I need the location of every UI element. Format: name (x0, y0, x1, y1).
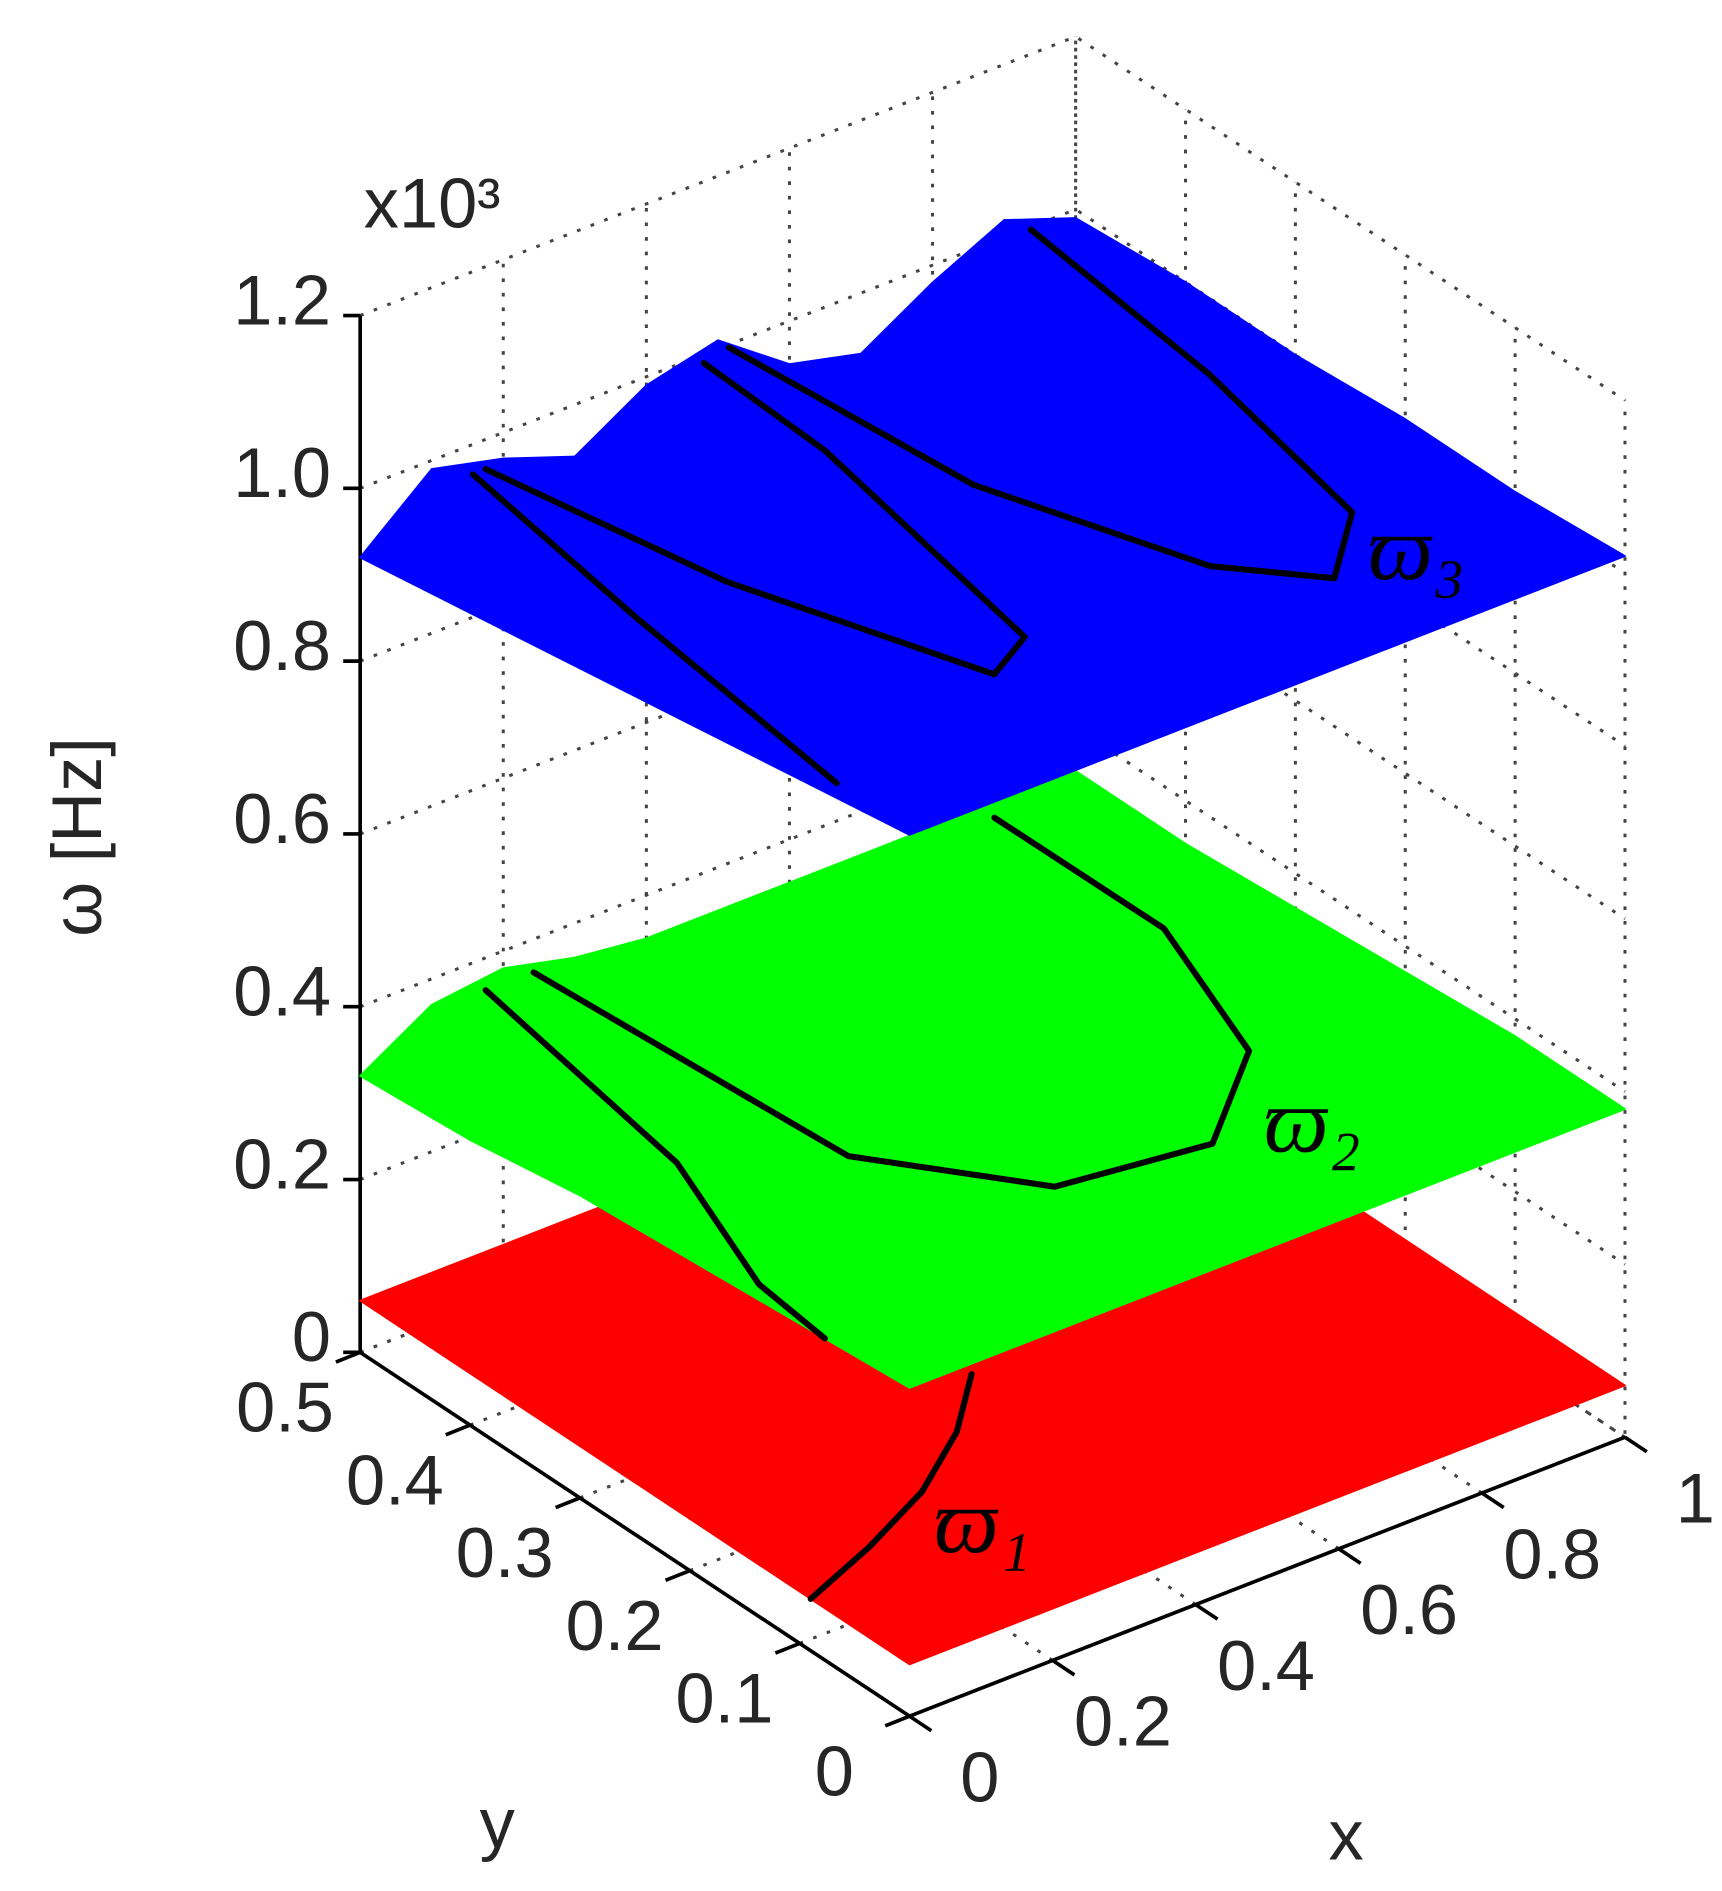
x-tick (1194, 1603, 1219, 1621)
y-axis-label: y (480, 1784, 516, 1863)
x-tick (1337, 1547, 1362, 1565)
contour-line (725, 226, 1356, 582)
x-axis-line (908, 1435, 1626, 1718)
x-tick-label: 0.8 (1503, 1514, 1601, 1593)
y-tick (335, 1350, 361, 1364)
contour-line (807, 1371, 975, 1602)
y-tick (884, 1714, 911, 1728)
y-tick-label: 0.2 (566, 1586, 664, 1665)
surface-label: ϖ₃ (1368, 497, 1465, 599)
contour-line (482, 360, 1028, 678)
z-tick-label: 0.8 (233, 606, 331, 685)
contour-line (469, 471, 840, 787)
z-tick-label: 0 (292, 1297, 331, 1376)
surface-label: ϖ₁ (934, 1470, 1031, 1572)
y-tick (774, 1641, 801, 1655)
z-tick-label: 0.4 (233, 952, 331, 1031)
surface-cell (798, 741, 982, 836)
x-tick (908, 1714, 933, 1733)
y-tick (445, 1423, 471, 1437)
z-tick-label: 0.6 (233, 779, 331, 858)
x-tick (1480, 1491, 1505, 1510)
surface-label: ϖ₂ (1264, 1070, 1361, 1172)
y-tick-label: 0.3 (456, 1513, 554, 1592)
x-tick-label: 0.4 (1217, 1626, 1315, 1705)
z-axis-label: ω [Hz] (37, 737, 116, 936)
y-tick-label: 0.5 (236, 1368, 334, 1447)
y-tick-label: 0 (815, 1731, 854, 1810)
x-tick (1623, 1435, 1648, 1454)
y-tick (664, 1568, 691, 1583)
y-axis-line (359, 1350, 911, 1718)
x-axis-label: x (1328, 1796, 1363, 1875)
contour-line (482, 987, 828, 1342)
z-tick-label: 1.0 (233, 433, 331, 512)
x-tick-label: 1 (1676, 1459, 1715, 1538)
y-tick (554, 1496, 581, 1510)
x-tick-label: 0.6 (1360, 1570, 1458, 1649)
y-tick-label: 0.4 (346, 1440, 444, 1519)
y-tick-label: 0.1 (676, 1659, 774, 1738)
x-tick-label: 0.2 (1074, 1682, 1172, 1761)
surface-cell (798, 1286, 982, 1389)
z-scale-label: x10³ (364, 163, 501, 242)
x-tick-label: 0 (960, 1737, 999, 1816)
z-tick-label: 0.2 (233, 1124, 331, 1203)
z-tick-label: 1.2 (233, 260, 331, 339)
contour-line (530, 814, 1253, 1190)
surface-cell (798, 1562, 982, 1666)
x-tick (1051, 1658, 1076, 1677)
